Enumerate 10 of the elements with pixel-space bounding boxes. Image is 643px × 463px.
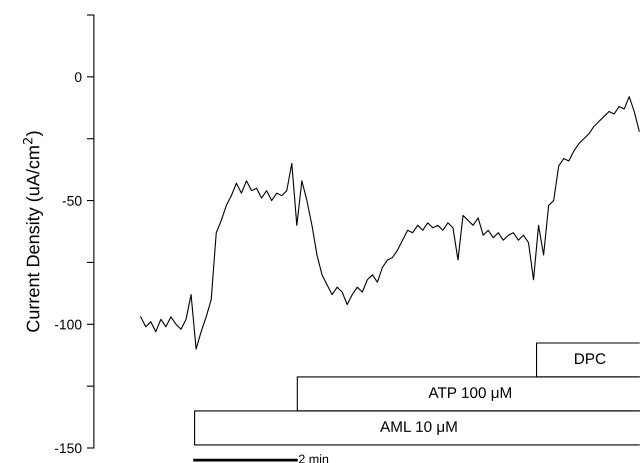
line-series xyxy=(140,96,640,350)
text: 2 min xyxy=(298,454,328,463)
y-tick-label: -100 xyxy=(54,320,82,330)
annotation: ATP 100 μM xyxy=(428,387,511,401)
annotation: AML 10 μM xyxy=(380,421,457,435)
annotation: DPC xyxy=(575,353,606,364)
y-tick-label: -150 xyxy=(54,443,82,454)
y-axis-title: Current Density (uA/cm$^{2}$) xyxy=(22,131,43,332)
y-tick-label: 0 xyxy=(74,72,82,82)
y-tick-label: -50 xyxy=(62,196,82,206)
